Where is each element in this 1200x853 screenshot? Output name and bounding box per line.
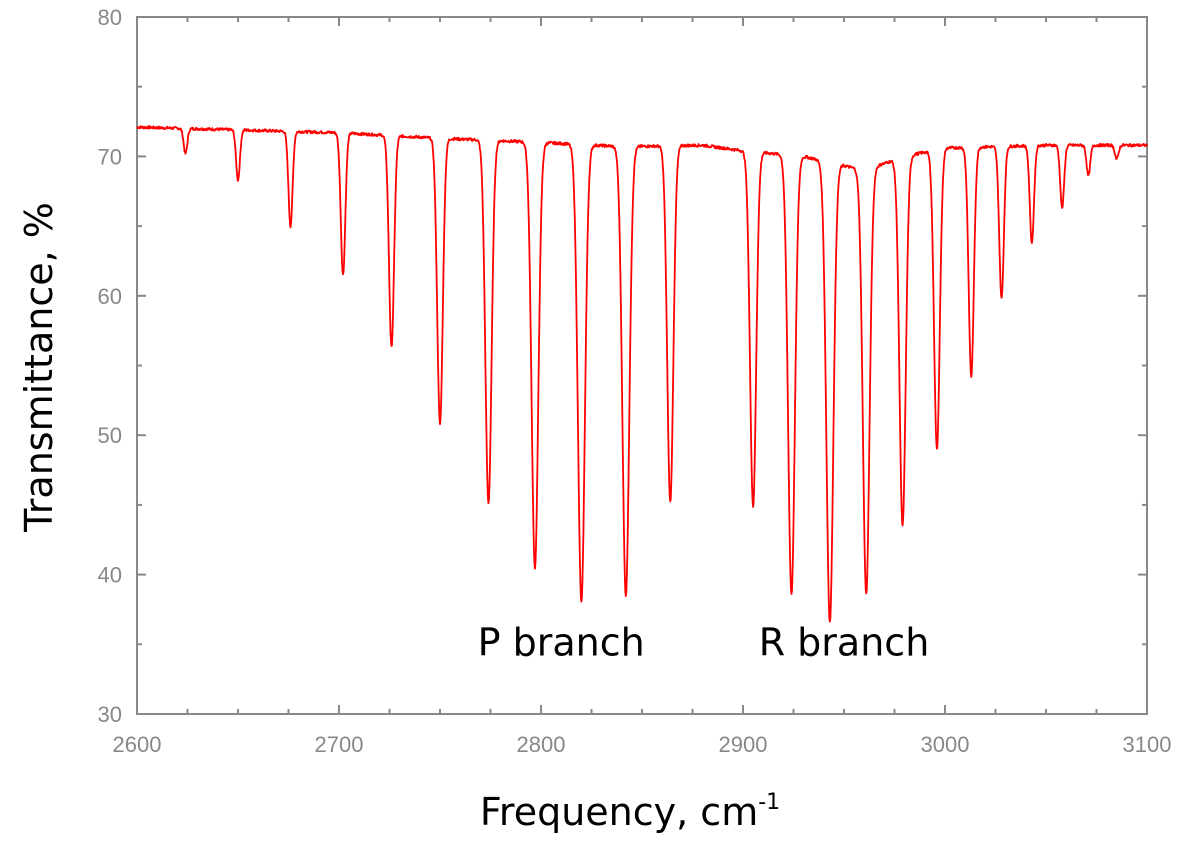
y-tick-label: 80 bbox=[98, 5, 122, 30]
y-tick-label: 60 bbox=[98, 284, 122, 309]
y-axis-title: Transmittance, % bbox=[17, 202, 61, 533]
x-axis-title-text: Frequency, cm bbox=[480, 790, 758, 834]
y-tick-label: 50 bbox=[98, 423, 122, 448]
x-tick-label: 2900 bbox=[719, 732, 768, 757]
annotations: P branch R branch bbox=[478, 620, 930, 664]
ticks-layer bbox=[136, 16, 1148, 715]
x-tick-label: 3100 bbox=[1123, 732, 1172, 757]
y-tick-label: 30 bbox=[98, 702, 122, 727]
tick-labels: 2600 2700 2800 2900 3000 3100 30 40 50 60 70 80 bbox=[98, 5, 1172, 757]
y-tick-label: 40 bbox=[98, 563, 122, 588]
spectrum-line bbox=[136, 125, 1148, 623]
x-tick-label: 3000 bbox=[921, 732, 970, 757]
branch-annotation: R branch bbox=[759, 620, 930, 664]
x-tick-label: 2800 bbox=[517, 732, 566, 757]
y-tick-label: 70 bbox=[98, 144, 122, 169]
branch-annotation: P branch bbox=[478, 620, 645, 664]
x-tick-label: 2600 bbox=[113, 732, 162, 757]
x-tick-label: 2700 bbox=[315, 732, 364, 757]
x-axis-title: Frequency, cm-1 bbox=[480, 790, 780, 834]
x-axis-title-superscript: -1 bbox=[758, 790, 780, 815]
plot-frame bbox=[136, 16, 1148, 715]
